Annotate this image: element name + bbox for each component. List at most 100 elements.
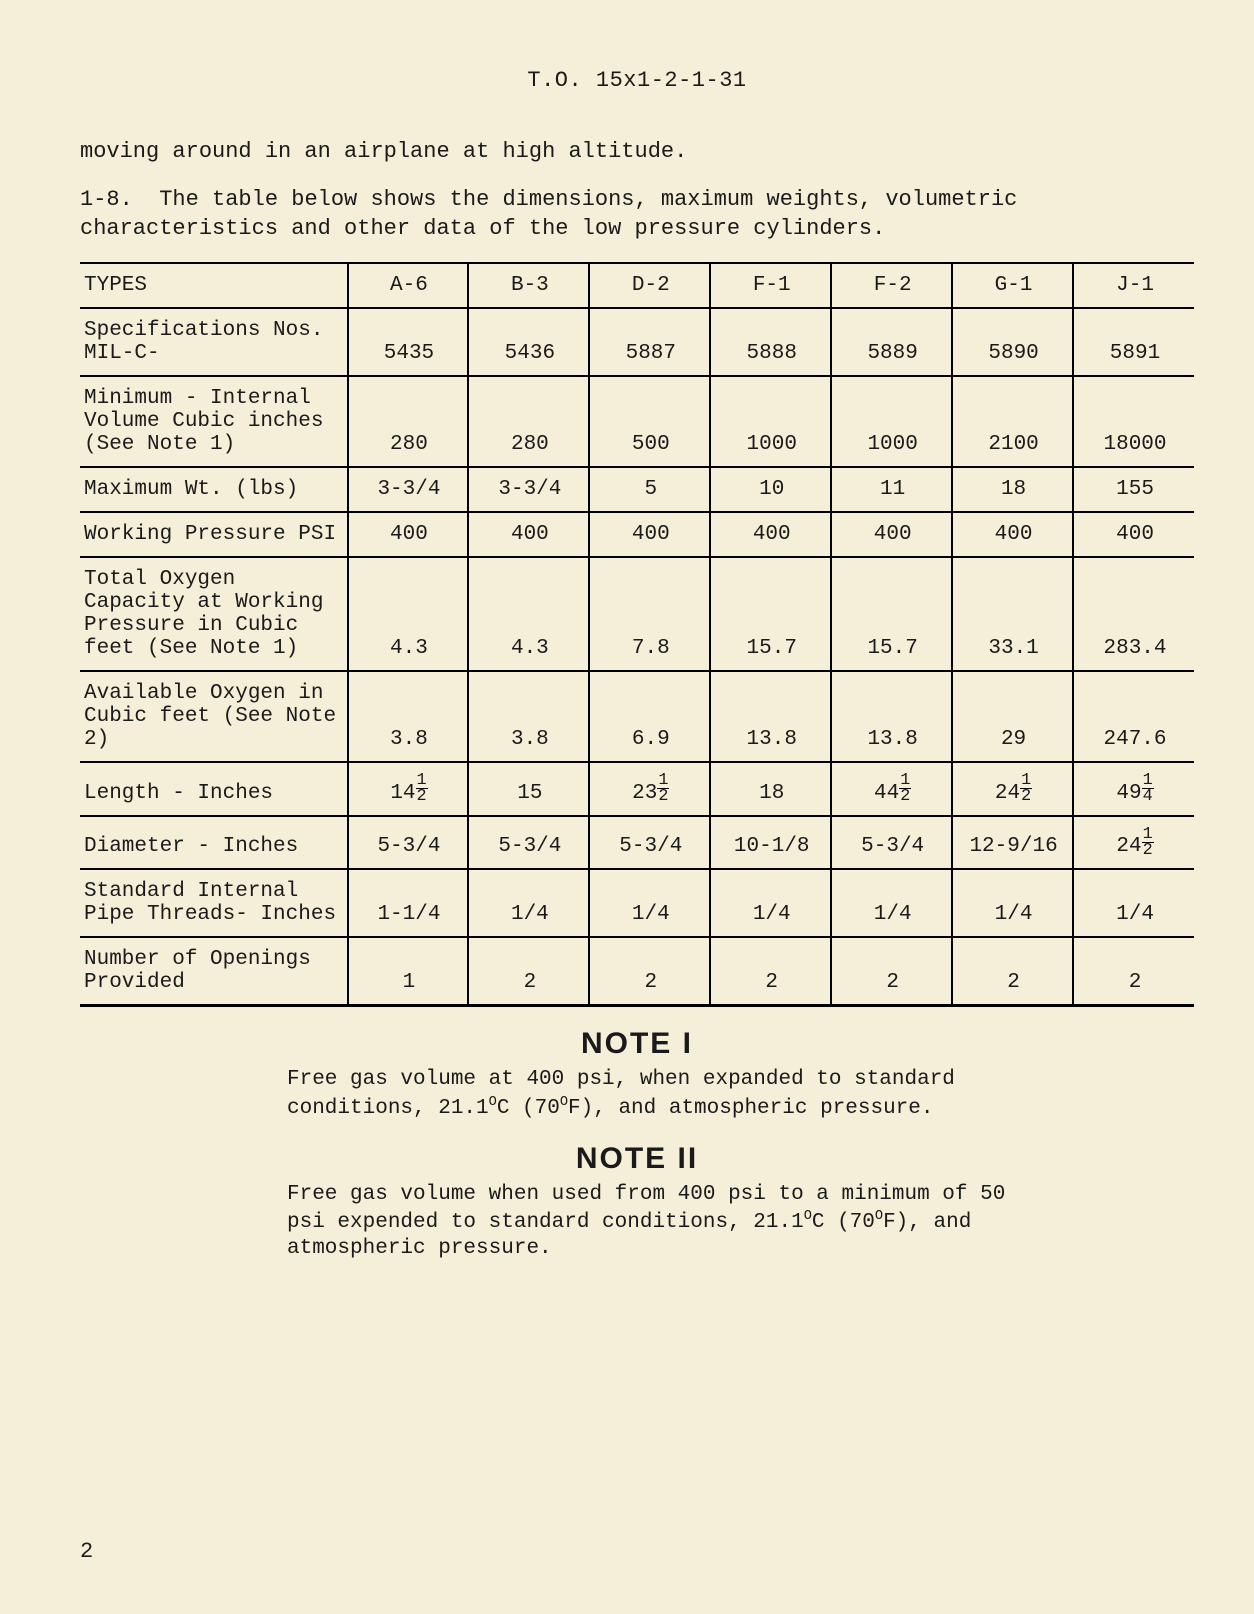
table-row: Minimum - Internal Volume Cubic inches (… xyxy=(80,376,1194,467)
table-cell: 12-9/16 xyxy=(952,816,1073,870)
col-header-f-1: F-1 xyxy=(710,263,831,308)
table-cell: 1000 xyxy=(831,376,952,467)
table-cell: 4914 xyxy=(1073,762,1194,816)
note-1-heading: NOTE I xyxy=(80,1027,1194,1061)
col-header-types: TYPES xyxy=(80,263,348,308)
table-cell: 7.8 xyxy=(589,557,710,671)
table-row: Maximum Wt. (lbs)3-3/43-3/45101118155 xyxy=(80,467,1194,512)
note-1-body: Free gas volume at 400 psi, when expande… xyxy=(227,1067,1047,1122)
table-cell: 10 xyxy=(710,467,831,512)
table-row: Diameter - Inches5-3/45-3/45-3/410-1/85-… xyxy=(80,816,1194,870)
table-cell: 1/4 xyxy=(1073,869,1194,937)
table-row: Length - Inches141215231218441224124914 xyxy=(80,762,1194,816)
table-cell: 13.8 xyxy=(831,671,952,762)
row-label: Total Oxygen Capacity at Working Pressur… xyxy=(80,557,348,671)
table-cell: 400 xyxy=(1073,512,1194,557)
table-cell: 1 xyxy=(348,937,469,1006)
table-cell: 3-3/4 xyxy=(348,467,469,512)
table-cell: 280 xyxy=(468,376,589,467)
table-cell: 5889 xyxy=(831,308,952,376)
table-cell: 15.7 xyxy=(831,557,952,671)
table-cell: 400 xyxy=(952,512,1073,557)
table-cell: 5-3/4 xyxy=(348,816,469,870)
table-cell: 400 xyxy=(710,512,831,557)
table-cell: 1000 xyxy=(710,376,831,467)
table-cell: 1/4 xyxy=(468,869,589,937)
note-2-heading: NOTE II xyxy=(80,1142,1194,1176)
table-cell: 18 xyxy=(710,762,831,816)
table-cell: 5888 xyxy=(710,308,831,376)
table-cell: 400 xyxy=(348,512,469,557)
table-cell: 29 xyxy=(952,671,1073,762)
table-cell: 4.3 xyxy=(348,557,469,671)
table-cell: 5435 xyxy=(348,308,469,376)
table-cell: 155 xyxy=(1073,467,1194,512)
section-number: 1-8. xyxy=(80,187,133,212)
col-header-f-2: F-2 xyxy=(831,263,952,308)
table-cell: 4.3 xyxy=(468,557,589,671)
table-cell: 400 xyxy=(468,512,589,557)
table-cell: 400 xyxy=(589,512,710,557)
table-cell: 1412 xyxy=(348,762,469,816)
col-header-a-6: A-6 xyxy=(348,263,469,308)
row-label: Diameter - Inches xyxy=(80,816,348,870)
table-cell: 1/4 xyxy=(589,869,710,937)
table-cell: 2 xyxy=(710,937,831,1006)
row-label: Standard Internal Pipe Threads- Inches xyxy=(80,869,348,937)
table-cell: 400 xyxy=(831,512,952,557)
table-row: Standard Internal Pipe Threads- Inches1-… xyxy=(80,869,1194,937)
row-label: Available Oxygen in Cubic feet (See Note… xyxy=(80,671,348,762)
table-cell: 2 xyxy=(589,937,710,1006)
table-row: Working Pressure PSI40040040040040040040… xyxy=(80,512,1194,557)
table-cell: 2412 xyxy=(1073,816,1194,870)
table-cell: 1/4 xyxy=(831,869,952,937)
table-cell: 4412 xyxy=(831,762,952,816)
row-label: Specifications Nos. MIL-C- xyxy=(80,308,348,376)
table-cell: 280 xyxy=(348,376,469,467)
cylinder-spec-table: TYPESA-6B-3D-2F-1F-2G-1J-1Specifications… xyxy=(80,262,1194,1007)
table-cell: 2 xyxy=(468,937,589,1006)
col-header-d-2: D-2 xyxy=(589,263,710,308)
table-cell: 2 xyxy=(831,937,952,1006)
table-cell: 283.4 xyxy=(1073,557,1194,671)
table-cell: 13.8 xyxy=(710,671,831,762)
row-label: Working Pressure PSI xyxy=(80,512,348,557)
table-row: Available Oxygen in Cubic feet (See Note… xyxy=(80,671,1194,762)
table-cell: 1/4 xyxy=(710,869,831,937)
table-cell: 5 xyxy=(589,467,710,512)
table-cell: 1-1/4 xyxy=(348,869,469,937)
table-cell: 5-3/4 xyxy=(589,816,710,870)
col-header-j-1: J-1 xyxy=(1073,263,1194,308)
table-cell: 15.7 xyxy=(710,557,831,671)
row-label: Minimum - Internal Volume Cubic inches (… xyxy=(80,376,348,467)
paragraph-1-8-text: The table below shows the dimensions, ma… xyxy=(80,187,1017,242)
table-cell: 3.8 xyxy=(348,671,469,762)
table-row: Specifications Nos. MIL-C-54355436588758… xyxy=(80,308,1194,376)
table-cell: 500 xyxy=(589,376,710,467)
table-cell: 5-3/4 xyxy=(468,816,589,870)
table-cell: 1/4 xyxy=(952,869,1073,937)
table-cell: 2100 xyxy=(952,376,1073,467)
table-cell: 5887 xyxy=(589,308,710,376)
paragraph-continuation: moving around in an airplane at high alt… xyxy=(80,137,1194,167)
table-row: Number of Openings Provided1222222 xyxy=(80,937,1194,1006)
col-header-b-3: B-3 xyxy=(468,263,589,308)
table-cell: 5-3/4 xyxy=(831,816,952,870)
row-label: Number of Openings Provided xyxy=(80,937,348,1006)
table-cell: 3.8 xyxy=(468,671,589,762)
row-label: Maximum Wt. (lbs) xyxy=(80,467,348,512)
table-cell: 3-3/4 xyxy=(468,467,589,512)
table-cell: 247.6 xyxy=(1073,671,1194,762)
table-cell: 33.1 xyxy=(952,557,1073,671)
table-cell: 2 xyxy=(952,937,1073,1006)
table-cell: 15 xyxy=(468,762,589,816)
table-cell: 2 xyxy=(1073,937,1194,1006)
table-cell: 2312 xyxy=(589,762,710,816)
table-cell: 18 xyxy=(952,467,1073,512)
table-cell: 10-1/8 xyxy=(710,816,831,870)
table-cell: 5436 xyxy=(468,308,589,376)
row-label: Length - Inches xyxy=(80,762,348,816)
table-cell: 5890 xyxy=(952,308,1073,376)
table-cell: 18000 xyxy=(1073,376,1194,467)
table-cell: 11 xyxy=(831,467,952,512)
